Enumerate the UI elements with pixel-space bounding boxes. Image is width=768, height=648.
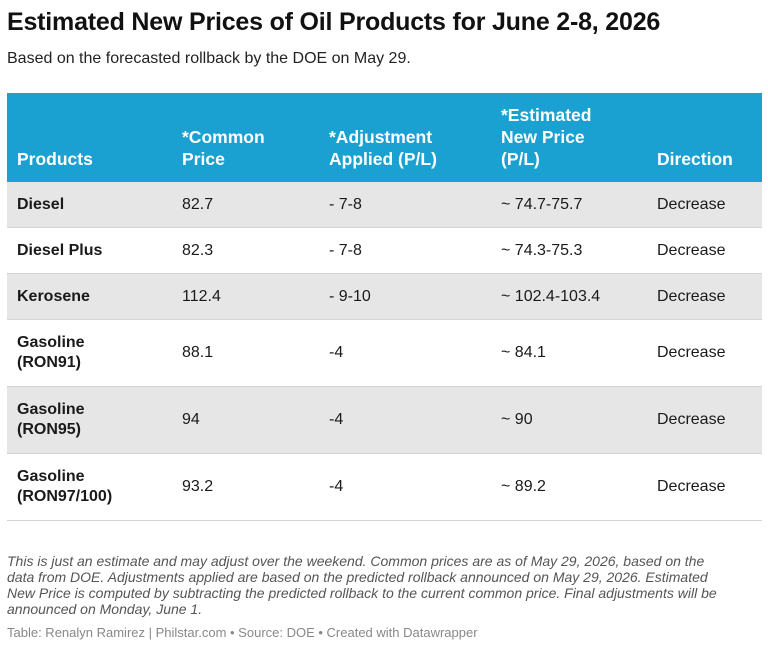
table-row: Gasoline (RON95) 94 -4 ~ 90 Decrease [7,386,762,454]
new-price-header: *Estimated New Price (P/L) [491,93,647,182]
header-label: Applied (P/L) [329,149,437,169]
footnote: This is just an estimate and may adjust … [7,553,762,617]
direction-cell: Decrease [647,182,762,228]
header-row: Products *Common Price *Adjustment Applied (… [7,93,762,182]
new-price-cell: ~ 84.1 [491,319,647,387]
common-price-cell: 82.7 [172,182,319,228]
header-label: *Common [182,127,265,147]
product-cell: Kerosene [7,273,172,320]
source-credit: Table: Renalyn Ramirez | Philstar.com • … [7,625,478,640]
common-price-cell: 93.2 [172,453,319,521]
adjustment-cell: - 7-8 [319,227,491,274]
common-price-cell: 88.1 [172,319,319,387]
product-name: Kerosene [17,287,90,305]
footnote-line: data from DOE. Adjustments applied are b… [7,569,708,585]
adjustment-header: *Adjustment Applied (P/L) [319,93,491,182]
new-price-cell: ~ 74.7-75.7 [491,182,647,228]
direction-cell: Decrease [647,453,762,521]
adjustment-cell: - 9-10 [319,273,491,320]
adjustment-cell: -4 [319,386,491,454]
product-name: Gasoline [17,334,85,351]
footnote-line: announced on Monday, June 1. [7,601,203,617]
product-cell: Diesel [7,182,172,228]
direction-cell: Decrease [647,319,762,387]
product-cell: Gasoline (RON91) [7,319,172,387]
products-header: Products [7,93,172,182]
chart-subtitle: Based on the forecasted rollback by the … [7,50,411,67]
new-price-cell: ~ 74.3-75.3 [491,227,647,274]
header-label: Direction [657,149,733,169]
direction-cell: Decrease [647,273,762,320]
product-cell: Diesel Plus [7,227,172,274]
table-row: Kerosene 112.4- 9-10 ~ 102.4-103.4 Decrease [7,273,762,320]
direction-cell: Decrease [647,227,762,274]
table-body: Diesel 82.7- 7-8 ~ 74.7-75.7 Decrease Diesel… [7,182,762,521]
product-name: (RON95) [17,421,82,438]
oil-prices-table: Products *Common Price *Adjustment Applied (… [7,93,762,521]
new-price-cell: ~ 89.2 [491,453,647,521]
product-name: Gasoline [17,401,85,418]
table-row: Diesel Plus 82.3- 7-8 ~ 74.3-75.3 Decrease [7,227,762,274]
product-name: (RON91) [17,354,82,371]
header-label: Price [182,149,225,169]
direction-header: Direction [647,93,762,182]
header-label: *Estimated [501,105,592,125]
chart-title: Estimated New Prices of Oil Products for… [7,8,661,36]
common-price-cell: 112.4 [172,273,319,320]
header-label: *Adjustment [329,127,433,147]
product-name: Gasoline [17,468,85,485]
product-cell: Gasoline (RON95) [7,386,172,454]
new-price-cell: ~ 102.4-103.4 [491,273,647,320]
adjustment-cell: -4 [319,453,491,521]
product-name: (RON97/100) [17,488,113,505]
adjustment-cell: -4 [319,319,491,387]
adjustment-cell: - 7-8 [319,182,491,228]
direction-cell: Decrease [647,386,762,454]
header-label: New Price [501,127,585,147]
table-row: Diesel 82.7- 7-8 ~ 74.7-75.7 Decrease [7,182,762,228]
table-header: Products *Common Price *Adjustment Applied (… [7,93,762,182]
product-name: Diesel [17,195,65,213]
chart-container: Estimated New Prices of Oil Products for… [7,0,762,641]
footnote-line: New Price is computed by subtracting the… [7,585,717,601]
table-row: Gasoline (RON97/100) 93.2 -4 ~ 89.2 Decrease [7,453,762,521]
common-price-cell: 82.3 [172,227,319,274]
new-price-cell: ~ 90 [491,386,647,454]
header-label: Products [17,149,93,169]
header-label: (P/L) [501,149,540,169]
product-cell: Gasoline (RON97/100) [7,453,172,521]
table-row: Gasoline (RON91) 88.1 -4 ~ 84.1 Decrease [7,319,762,387]
product-name: Diesel Plus [17,241,103,259]
common-price-cell: 94 [172,386,319,454]
common-price-header: *Common Price [172,93,319,182]
footnote-line: This is just an estimate and may adjust … [7,553,705,569]
